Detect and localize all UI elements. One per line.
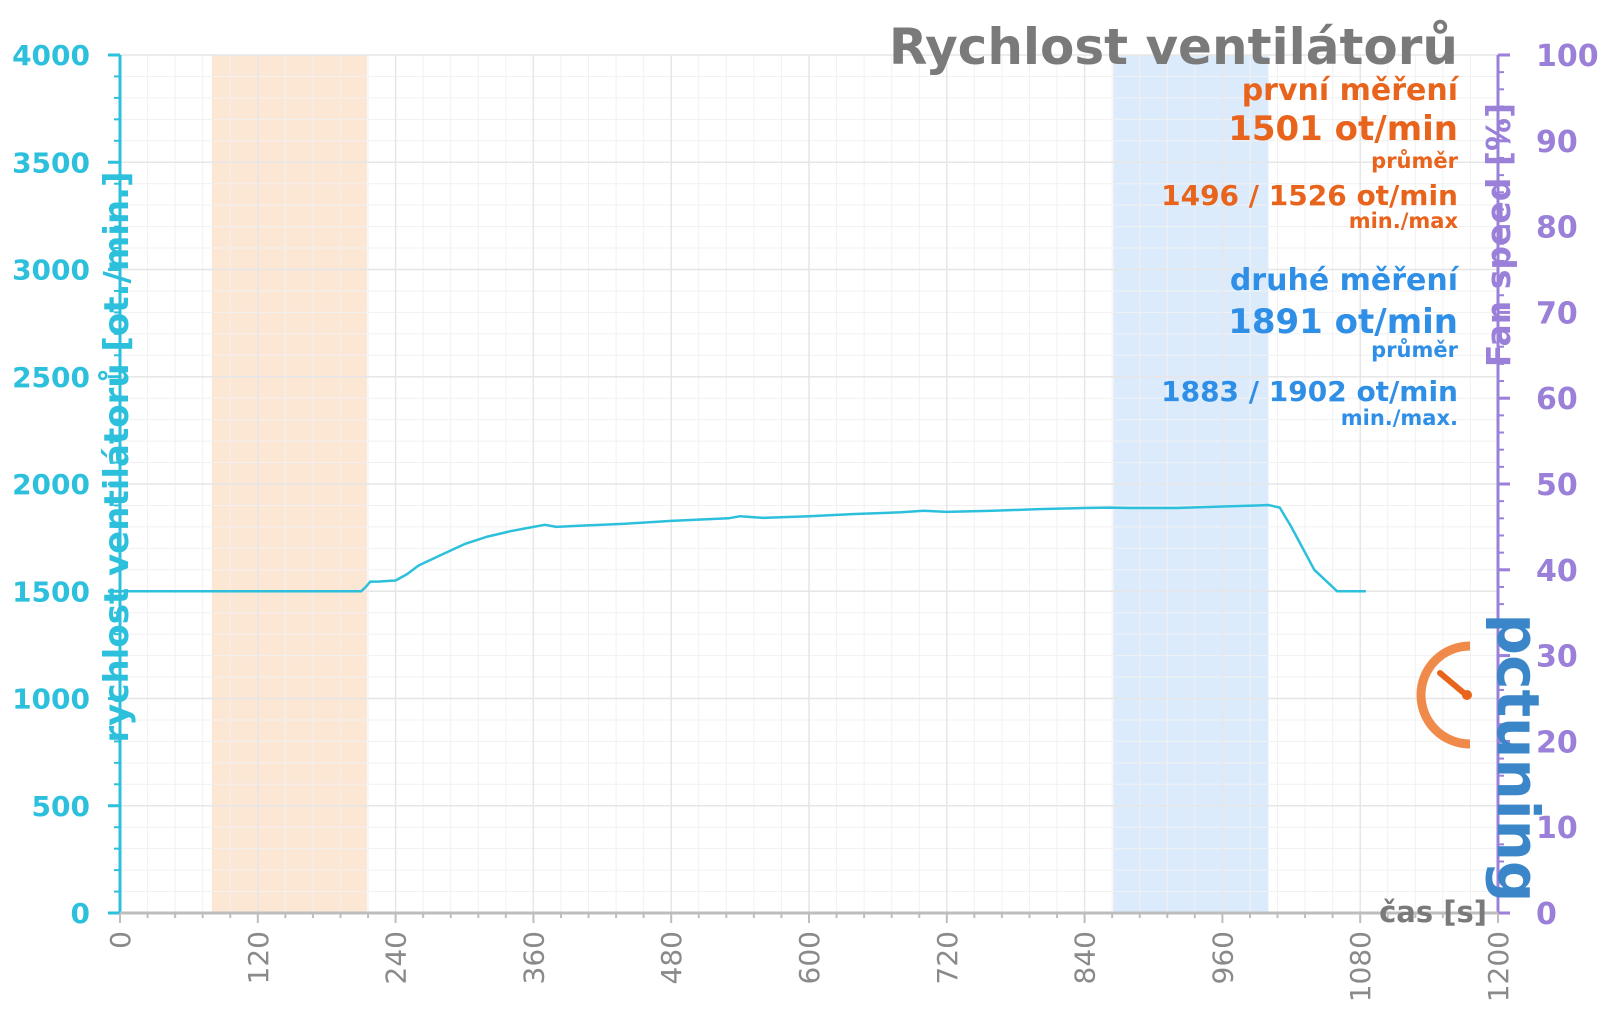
x-tick-label: 0 xyxy=(104,931,137,949)
first-minmax-label: min./max xyxy=(1348,209,1458,233)
y2-tick-label: 50 xyxy=(1536,468,1578,503)
x-tick-label: 480 xyxy=(655,931,688,984)
second-average-label: průměr xyxy=(1371,338,1458,362)
second-measurement-label: druhé měření xyxy=(1229,263,1458,298)
x-tick-label: 120 xyxy=(242,931,275,984)
x-tick-label: 600 xyxy=(793,931,826,984)
series-layer xyxy=(120,503,1366,593)
y2-tick-label: 90 xyxy=(1536,125,1578,160)
y-tick-label: 0 xyxy=(71,897,90,930)
tick-labels: 0500100015002000250030003500400001020304… xyxy=(12,39,1599,1002)
x-tick-label: 240 xyxy=(380,931,413,984)
y2-axis-title: Fan speed [%] xyxy=(1479,103,1518,367)
y2-tick-label: 20 xyxy=(1536,725,1578,760)
x-tick-label: 360 xyxy=(517,931,550,984)
y2-tick-label: 80 xyxy=(1536,211,1578,246)
y-tick-label: 500 xyxy=(32,790,90,823)
x-tick-label: 1200 xyxy=(1482,931,1515,1002)
first-minmax-value: 1496 / 1526 ot/min xyxy=(1161,179,1458,212)
second-minmax-value: 1883 / 1902 ot/min xyxy=(1161,375,1458,408)
y2-tick-label: 30 xyxy=(1536,640,1578,675)
first-measurement-label: první měření xyxy=(1241,73,1458,108)
gauge-icon xyxy=(1416,641,1471,749)
x-tick-label: 960 xyxy=(1206,931,1239,984)
second-minmax-label: min./max. xyxy=(1340,406,1458,430)
y-tick-label: 1500 xyxy=(12,575,90,608)
logo-text: pctuning xyxy=(1484,614,1552,903)
y-axis-title: rychlost ventilátorů [ot./min.] xyxy=(97,171,137,742)
y2-tick-label: 40 xyxy=(1536,554,1578,589)
y2-tick-label: 70 xyxy=(1536,296,1578,331)
y2-tick-label: 60 xyxy=(1536,382,1578,417)
gauge-needle xyxy=(1437,670,1468,697)
y-tick-label: 3500 xyxy=(12,146,90,179)
y2-tick-label: 0 xyxy=(1536,897,1557,932)
first-average-label: průměr xyxy=(1371,149,1458,173)
y-tick-label: 2500 xyxy=(12,361,90,394)
y2-tick-label: 100 xyxy=(1536,39,1599,74)
x-tick-label: 1080 xyxy=(1344,931,1377,1002)
y-tick-label: 1000 xyxy=(12,683,90,716)
y-tick-label: 4000 xyxy=(12,39,90,72)
x-tick-label: 840 xyxy=(1069,931,1102,984)
y2-tick-label: 10 xyxy=(1536,811,1578,846)
grid xyxy=(119,54,1499,914)
chart-title: Rychlost ventilátorů xyxy=(888,18,1458,76)
second-average-value: 1891 ot/min xyxy=(1228,302,1458,342)
y-tick-label: 3000 xyxy=(12,254,90,287)
axes xyxy=(108,53,1510,923)
x-tick-label: 720 xyxy=(931,931,964,984)
pctuning-logo: pctuning xyxy=(1416,614,1552,903)
y-tick-label: 2000 xyxy=(12,468,90,501)
x-axis-title: čas [s] xyxy=(1379,895,1487,929)
series-line-1 xyxy=(120,503,1366,593)
first-average-value: 1501 ot/min xyxy=(1228,109,1458,149)
